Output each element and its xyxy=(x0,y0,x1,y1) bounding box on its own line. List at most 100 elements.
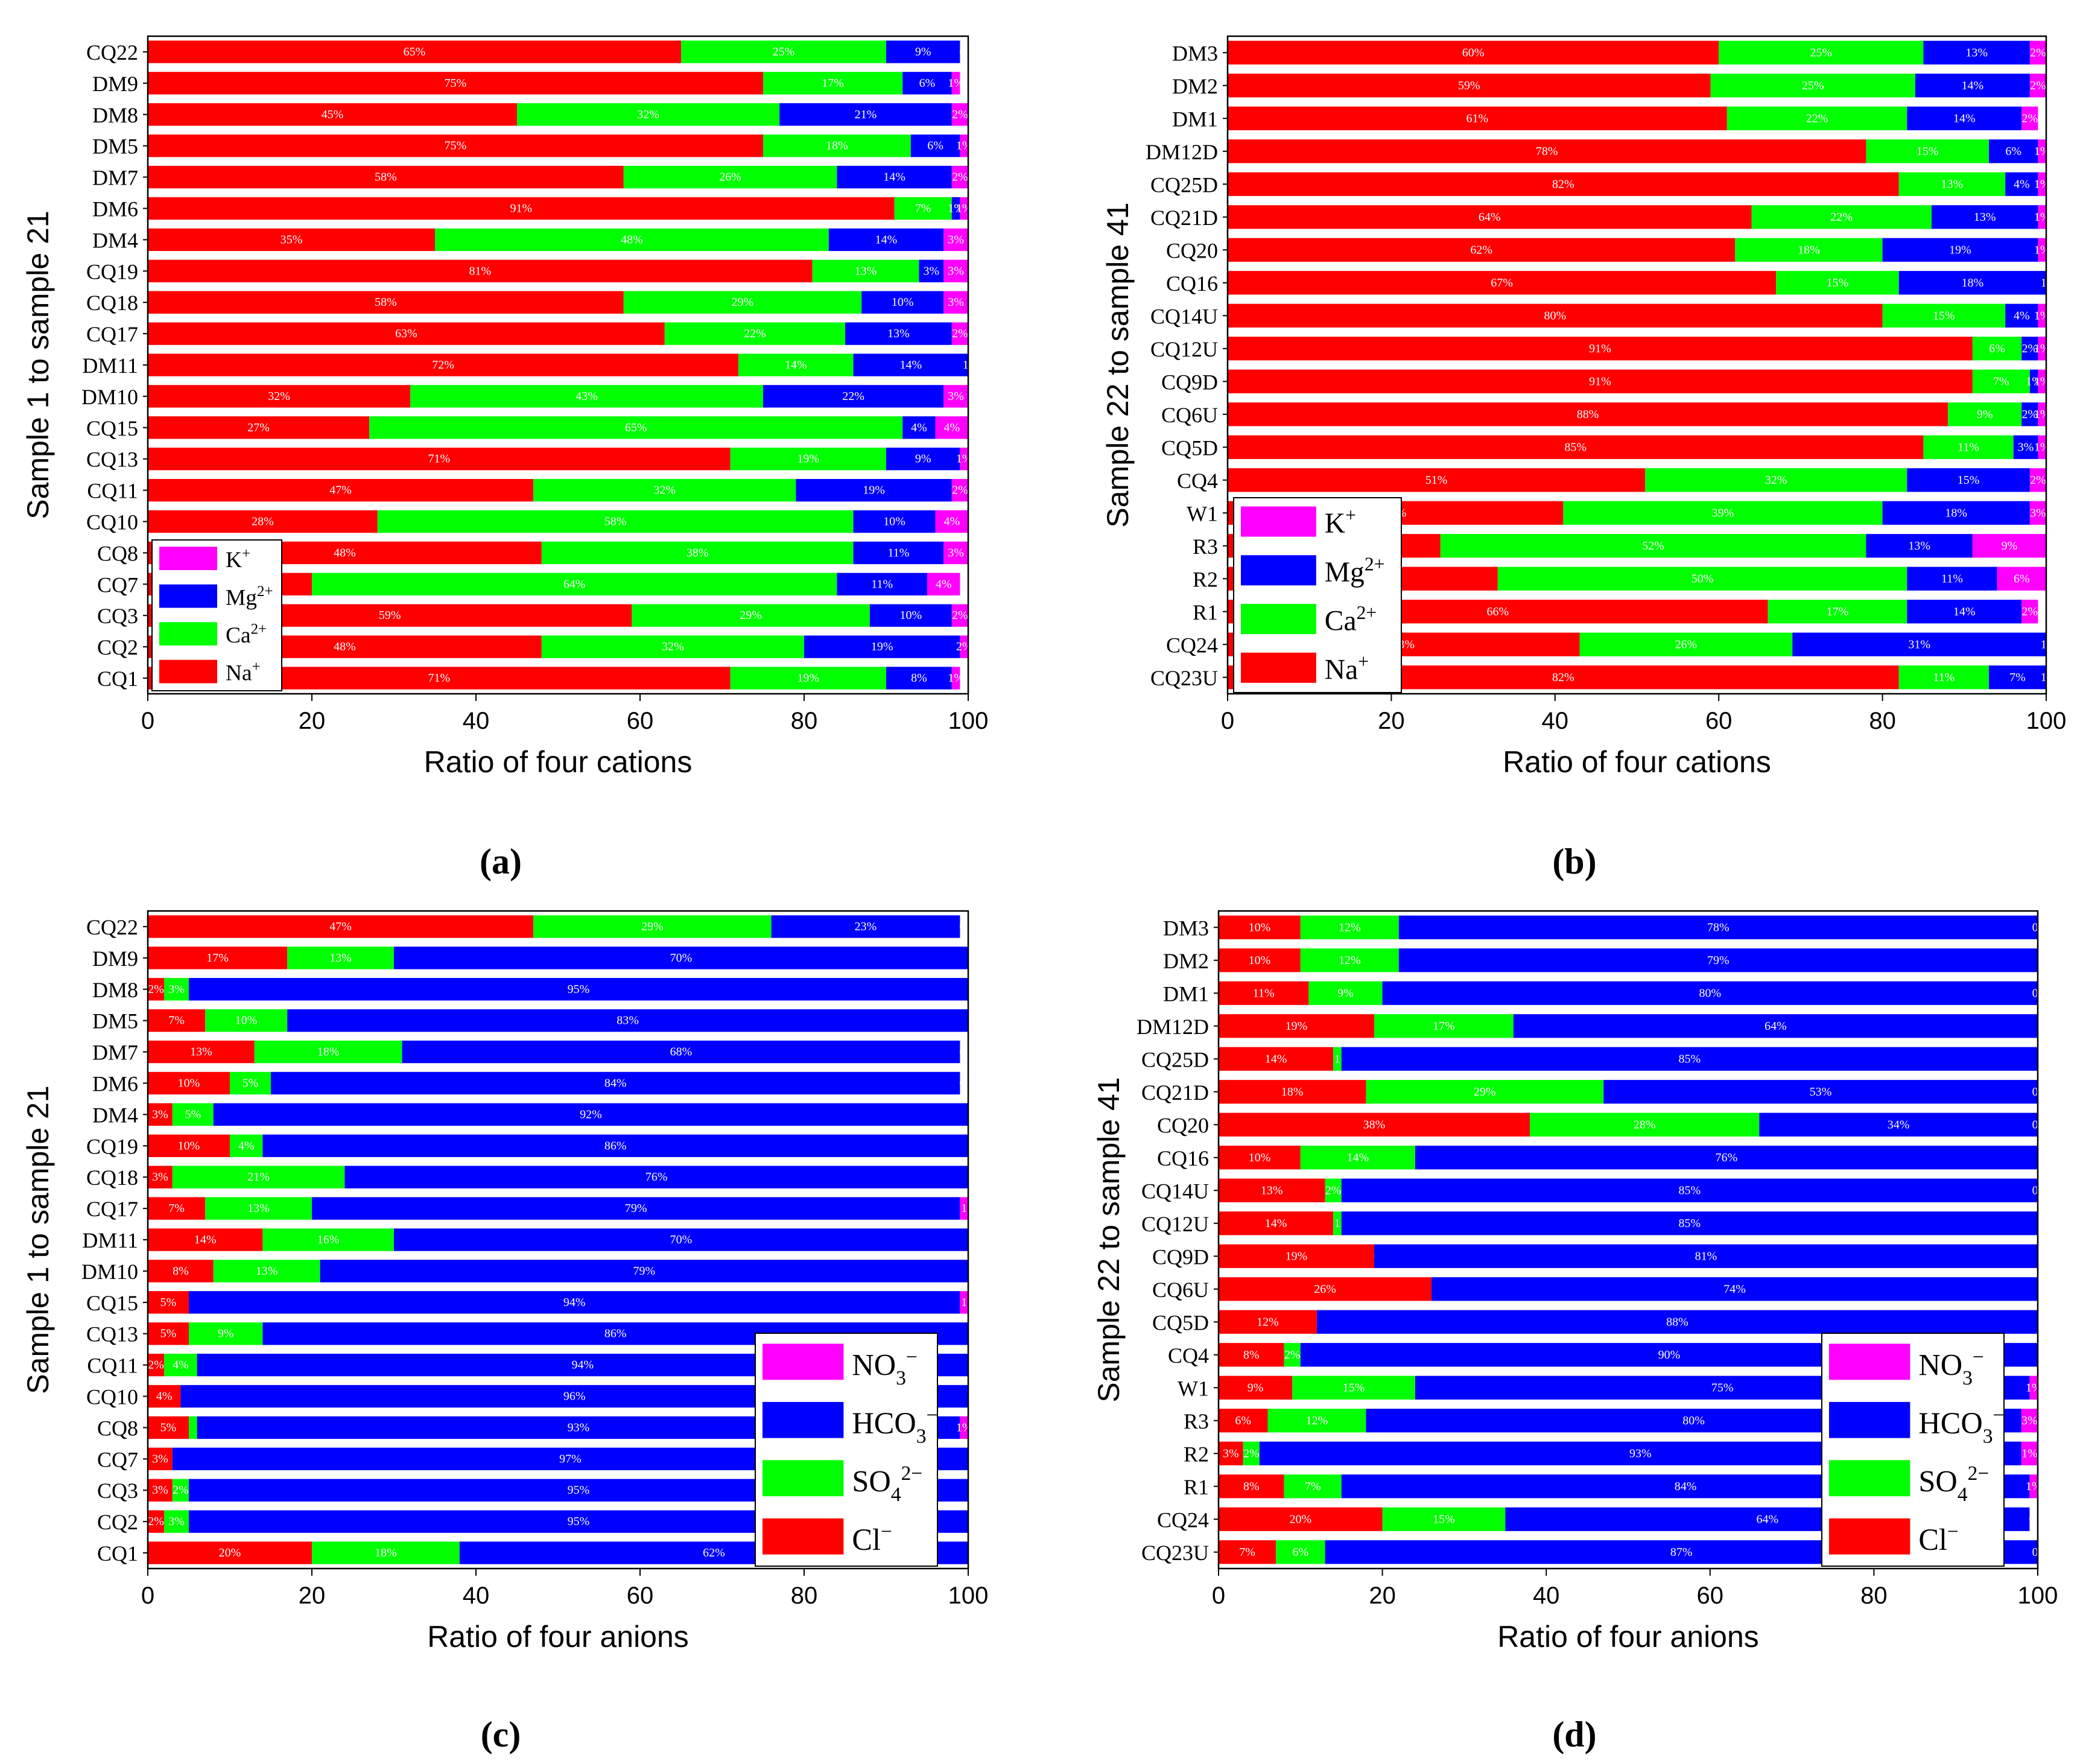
data-label: 0 xyxy=(968,1233,974,1246)
bar-segment xyxy=(1325,1178,1342,1202)
bar-segment xyxy=(1219,1375,1293,1400)
bar-segment xyxy=(1219,1244,1375,1268)
bar-segment xyxy=(1440,534,1866,558)
data-label: 70% xyxy=(670,1233,693,1246)
data-label: 2% xyxy=(952,609,968,622)
category-label: CQ17 xyxy=(86,322,138,346)
bar-segment xyxy=(1603,1080,2038,1104)
data-label: 0 xyxy=(968,1452,974,1465)
category-label: DM9 xyxy=(92,72,138,96)
data-label: 78% xyxy=(1707,921,1729,934)
bar-segment xyxy=(632,604,870,627)
bar-segment xyxy=(1768,600,1907,624)
panel-letter: (b) xyxy=(1552,842,1596,881)
data-label: 13% xyxy=(855,264,877,278)
data-label: 0 xyxy=(968,1170,974,1184)
category-label: CQ11 xyxy=(87,1354,138,1378)
data-label: 66% xyxy=(1486,605,1509,618)
data-label: 79% xyxy=(625,1202,647,1215)
legend-swatch xyxy=(762,1344,844,1380)
bar-segment xyxy=(1276,1540,1325,1564)
x-tick-label: 60 xyxy=(1705,708,1733,734)
legend-label: HCO3− xyxy=(1918,1404,2004,1447)
bar-segment xyxy=(1333,1211,1342,1236)
x-axis-label: Ratio of four cations xyxy=(424,745,693,779)
data-label: 96% xyxy=(563,1390,586,1403)
data-label: 20% xyxy=(1289,1512,1311,1526)
data-label: 8% xyxy=(1243,1480,1260,1493)
bar-segment xyxy=(1366,1080,1604,1104)
data-label: 28% xyxy=(1634,1118,1656,1131)
bar-segment xyxy=(1228,402,1948,427)
data-label: 2% xyxy=(952,108,968,121)
bar-segment xyxy=(1333,1047,1342,1071)
data-label: 2% xyxy=(952,327,968,340)
legend-swatch xyxy=(762,1401,844,1438)
bar-segment xyxy=(894,197,952,220)
bar-segment xyxy=(1341,1211,2038,1236)
data-label: 19% xyxy=(797,671,819,685)
data-label: 85% xyxy=(1679,1052,1701,1065)
bar-segment xyxy=(943,291,968,314)
data-label: 19% xyxy=(863,484,885,497)
bar-segment xyxy=(1882,238,2038,262)
category-label: DM7 xyxy=(92,1041,138,1065)
x-tick-label: 40 xyxy=(1533,1582,1560,1609)
x-tick-label: 60 xyxy=(627,1582,654,1609)
bar-segment xyxy=(804,635,960,658)
data-label: 0 xyxy=(2029,1512,2035,1526)
data-label: 1 xyxy=(1334,1052,1340,1065)
bar-segment xyxy=(1907,106,2022,130)
data-label: 3% xyxy=(152,1452,168,1465)
data-label: 0% xyxy=(2032,1118,2049,1131)
data-label: 53% xyxy=(1810,1085,1832,1099)
data-label: 91% xyxy=(510,201,532,215)
data-label: 3% xyxy=(1223,1447,1239,1460)
data-label: 14% xyxy=(1953,605,1976,618)
bar-segment xyxy=(1579,632,1793,656)
category-label: CQ22 xyxy=(86,40,138,65)
data-label: 64% xyxy=(563,577,586,591)
category-label: R3 xyxy=(1184,1409,1209,1433)
bar-segment xyxy=(910,134,960,157)
data-label: 25% xyxy=(1810,46,1832,59)
data-label: 35% xyxy=(281,233,303,246)
data-label: 14% xyxy=(194,1233,217,1246)
data-label: 91% xyxy=(1589,375,1611,388)
legend: K+ Mg2+ Ca2+ Na+ xyxy=(151,539,282,691)
bar-segment xyxy=(951,322,968,345)
bar-segment xyxy=(1300,948,1399,972)
bar-segment xyxy=(771,915,960,938)
bar-segment xyxy=(2021,402,2038,427)
bar-segment xyxy=(853,354,968,376)
x-axis-label: Ratio of four anions xyxy=(427,1620,689,1654)
bar-segment xyxy=(148,1416,189,1439)
bar-segment xyxy=(1907,600,2022,624)
bar-segment xyxy=(1645,468,1907,492)
data-label: 32% xyxy=(1765,474,1787,487)
bar-segment xyxy=(1228,106,1727,130)
bar-segment xyxy=(812,259,919,282)
data-label: 9% xyxy=(2002,539,2018,553)
category-label: CQ25D xyxy=(1150,173,1218,197)
bar-segment xyxy=(344,1166,968,1188)
bar-segment xyxy=(1228,369,1973,393)
bar-segment xyxy=(951,165,968,189)
data-label: 95% xyxy=(568,983,590,996)
category-label: DM8 xyxy=(92,978,138,1002)
bar-segment xyxy=(394,1228,968,1251)
data-label: 75% xyxy=(445,77,467,90)
bar-segment xyxy=(148,1228,263,1251)
x-tick-label: 20 xyxy=(299,708,326,734)
bar-segment xyxy=(1997,566,2046,591)
category-label: CQ22 xyxy=(86,915,138,939)
data-label: 27% xyxy=(247,421,270,434)
bar-segment xyxy=(1219,1047,1334,1071)
bar-segment xyxy=(902,416,936,439)
data-label: 1% xyxy=(2041,671,2057,684)
x-tick-label: 20 xyxy=(1378,708,1405,734)
data-label: 18% xyxy=(375,1546,397,1559)
data-label: 17% xyxy=(1433,1020,1455,1033)
bar-segment xyxy=(230,1134,263,1157)
bar-segment xyxy=(664,322,845,345)
